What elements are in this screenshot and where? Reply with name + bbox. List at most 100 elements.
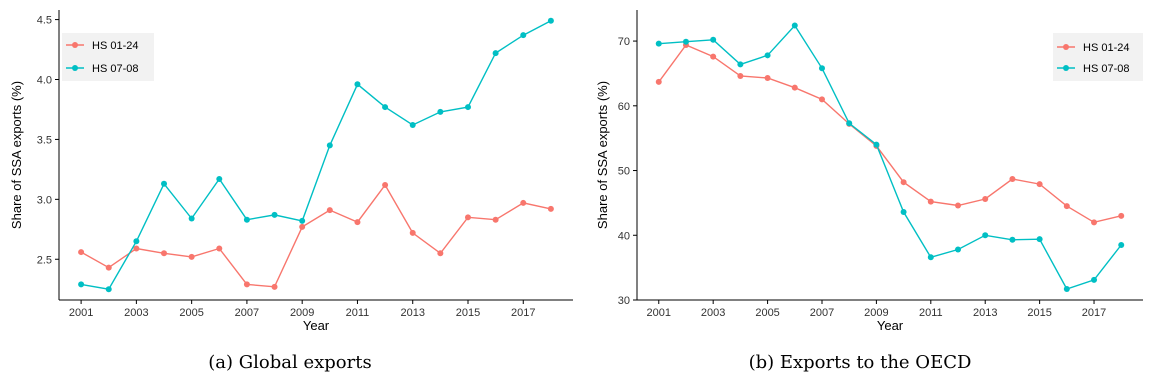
data-point-hs-07-08 [791, 22, 798, 29]
data-point-hs-01-24 [520, 199, 527, 206]
data-point-hs-01-24 [737, 73, 744, 80]
data-point-hs-07-08 [409, 122, 416, 129]
x-tick-label: 2001 [647, 307, 671, 319]
y-tick-label: 40 [618, 230, 630, 242]
legend-background [62, 33, 154, 81]
legend-item-hs-07-08: HS 07-08 [66, 63, 138, 75]
y-tick-label: 70 [618, 36, 630, 48]
data-point-hs-01-24 [326, 207, 333, 214]
series-line-hs-01-24 [658, 44, 1122, 224]
data-point-hs-07-08 [682, 38, 689, 45]
data-point-hs-07-08 [133, 238, 140, 245]
legend-marker-hs-01-24 [72, 42, 78, 48]
data-point-hs-01-24 [354, 219, 361, 226]
x-tick-label: 2005 [755, 307, 779, 319]
data-point-hs-01-24 [982, 196, 989, 203]
legend-label-hs-07-08: HS 07-08 [92, 63, 138, 75]
legend-label-hs-01-24: HS 01-24 [1083, 42, 1129, 54]
chart-global-exports: 2001 2003 2005 2007 2009 2011 2013 2015 2017 2.5 3… [9, 10, 573, 373]
legend-marker-hs-01-24 [1063, 44, 1069, 50]
ticks-layer: 2001 2003 2005 2007 2009 2011 2013 2015 2017 30 40… [618, 36, 1107, 319]
x-tick-label: 2017 [1082, 307, 1106, 319]
data-point-hs-01-24 [216, 245, 223, 252]
data-point-hs-07-08 [299, 217, 306, 224]
data-point-hs-01-24 [464, 214, 471, 221]
x-tick-label: 2007 [810, 307, 834, 319]
y-axis-title: Share of SSA exports (%) [9, 81, 24, 229]
data-point-hs-07-08 [900, 208, 907, 215]
ticks-layer: 2001 2003 2005 2007 2009 2011 2013 2015 2017 2.5 3… [37, 15, 536, 319]
legend-marker-hs-07-08 [72, 65, 78, 71]
data-point-hs-01-24 [1009, 175, 1016, 182]
x-tick-label: 2011 [919, 307, 943, 319]
x-tick-label: 2007 [235, 307, 259, 319]
data-point-hs-01-24 [1091, 219, 1098, 226]
data-point-hs-01-24 [271, 283, 278, 290]
data-point-hs-01-24 [655, 78, 662, 85]
data-point-hs-07-08 [1009, 236, 1016, 243]
legend-marker-hs-07-08 [1063, 65, 1069, 71]
series-layer [78, 17, 554, 293]
data-point-hs-07-08 [846, 120, 853, 127]
y-axis-title: Share of SSA exports (%) [595, 81, 610, 229]
x-tick-label: 2005 [179, 307, 203, 319]
x-axis-title: Year [877, 318, 904, 333]
data-point-hs-01-24 [409, 229, 416, 236]
x-tick-label: 2015 [1027, 307, 1051, 319]
data-point-hs-01-24 [710, 53, 717, 60]
data-point-hs-07-08 [382, 104, 389, 111]
data-point-hs-01-24 [78, 249, 85, 256]
data-point-hs-07-08 [243, 216, 250, 223]
data-point-hs-07-08 [737, 61, 744, 68]
data-point-hs-07-08 [520, 32, 527, 39]
y-tick-label: 3.5 [37, 134, 52, 146]
data-point-hs-07-08 [710, 36, 717, 43]
x-tick-label: 2003 [701, 307, 725, 319]
data-point-hs-07-08 [1063, 285, 1070, 292]
data-point-hs-07-08 [655, 40, 662, 47]
data-point-hs-01-24 [1063, 203, 1070, 210]
y-tick-label: 4.0 [37, 75, 52, 87]
data-point-hs-01-24 [547, 205, 554, 212]
chart-exports-to-oecd: 2001 2003 2005 2007 2009 2011 2013 2015 2017 30 40… [595, 10, 1143, 373]
data-point-hs-01-24 [492, 216, 499, 223]
data-point-hs-07-08 [1036, 236, 1043, 243]
data-point-hs-01-24 [161, 250, 168, 257]
y-tick-label: 4.5 [37, 15, 52, 27]
data-point-hs-01-24 [1118, 212, 1125, 219]
data-point-hs-07-08 [161, 180, 168, 187]
caption-global-exports: (a) Global exports [208, 352, 371, 373]
data-point-hs-01-24 [382, 181, 389, 188]
data-point-hs-01-24 [437, 250, 444, 257]
y-tick-label: 2.5 [37, 254, 52, 266]
legend-item-hs-01-24: HS 01-24 [66, 40, 138, 52]
data-point-hs-07-08 [354, 81, 361, 88]
y-tick-label: 3.0 [37, 194, 52, 206]
series-line-hs-07-08 [80, 20, 552, 290]
data-point-hs-07-08 [492, 50, 499, 57]
data-point-hs-01-24 [133, 245, 140, 252]
x-axis-title: Year [303, 318, 330, 333]
data-point-hs-07-08 [982, 232, 989, 239]
data-point-hs-01-24 [188, 253, 195, 260]
data-point-hs-01-24 [818, 96, 825, 103]
y-tick-label: 50 [618, 166, 630, 178]
data-point-hs-01-24 [1036, 181, 1043, 188]
data-point-hs-01-24 [243, 281, 250, 288]
legend-label-hs-01-24: HS 01-24 [92, 40, 138, 52]
x-tick-label: 2011 [346, 307, 370, 319]
caption-exports-to-oecd: (b) Exports to the OECD [749, 352, 972, 373]
data-point-hs-01-24 [764, 74, 771, 81]
data-point-hs-07-08 [188, 215, 195, 222]
data-point-hs-07-08 [873, 141, 880, 148]
data-point-hs-01-24 [791, 84, 798, 91]
data-point-hs-07-08 [818, 65, 825, 72]
data-point-hs-07-08 [437, 108, 444, 115]
data-point-hs-07-08 [271, 211, 278, 218]
x-tick-label: 2009 [864, 307, 888, 319]
data-point-hs-07-08 [78, 281, 85, 288]
data-point-hs-07-08 [955, 246, 962, 253]
legend: HS 01-24 HS 07-08 [1053, 33, 1143, 81]
x-tick-label: 2013 [400, 307, 424, 319]
